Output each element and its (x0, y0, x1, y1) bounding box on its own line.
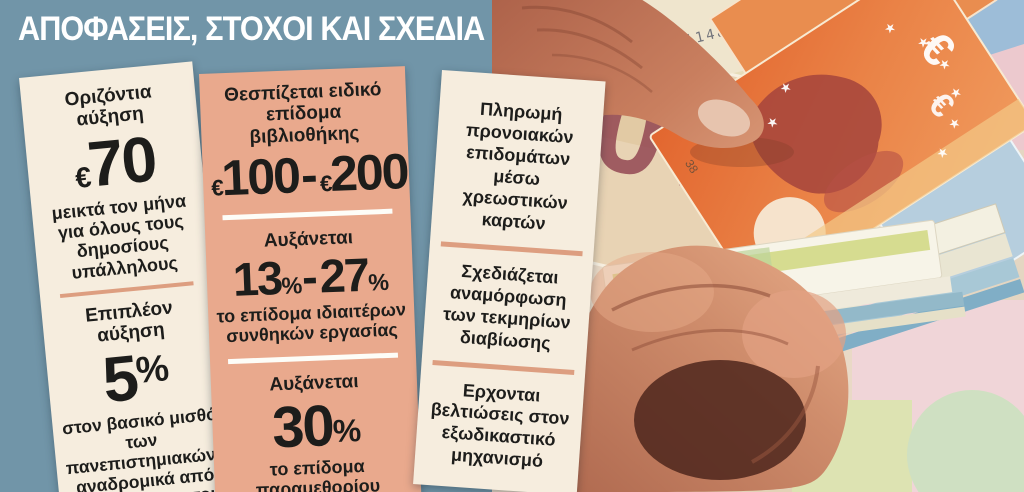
amount-value: 13 (231, 251, 283, 306)
percent-sign: % (332, 411, 360, 449)
counting-hand (566, 245, 849, 492)
description-text: στον βασικό μισθό των πανεπιστημιακών, α… (61, 404, 222, 492)
thumbnail (697, 99, 751, 137)
panel-plans: Πληρωμή προνοιακών επιδομάτων μέσω χρεωσ… (413, 70, 606, 492)
amount-value: 200 (328, 142, 409, 202)
europe-map-motif (749, 74, 882, 194)
plan-text: Πληρωμή προνοιακών επιδομάτων μέσω χρεωσ… (461, 98, 575, 234)
amount-100-200-euro: €100-€200 (210, 143, 409, 206)
range-dash: - (301, 249, 319, 304)
plan-text: Σχεδιάζεται αναμόρφωση των τεκμηρίων δια… (442, 260, 572, 353)
description-text: το επίδομα ιδιαιτέρων συνθηκών εργασίας (216, 299, 407, 347)
amount-value: 30 (270, 393, 334, 461)
euro-banknotes-photo: 10 FA1148783102 € ★★★ ★★★ ★★ € € (492, 0, 1024, 492)
section-divider (222, 208, 393, 220)
amount-value: 27 (318, 247, 369, 303)
percent-sign: % (367, 269, 388, 296)
plan-text: Ερχονται βελτιώσεις στον εξωδικαστικό μη… (430, 379, 571, 472)
amount-13-27-percent: 13%-27% (214, 247, 406, 306)
percent-sign: % (280, 272, 301, 300)
amount-70-euro: €70 (33, 122, 196, 201)
section-divider (59, 281, 194, 298)
thumb-hand (492, 0, 794, 232)
section-divider (432, 359, 575, 375)
section-divider (440, 241, 583, 256)
page-title: ΑΠΟΦΑΣΕΙΣ, ΣΤΟΧΟΙ ΚΑΙ ΣΧΕΔΙΑ (18, 10, 485, 48)
palm-shadow (634, 360, 806, 480)
description-text: το επίδομα παραμεθορίου (255, 455, 381, 492)
panel-allowances: Θεσπίζεται ειδικό επίδομα βιβλιοθήκης €1… (199, 66, 423, 492)
percent-sign: % (133, 345, 169, 391)
amount-value: 70 (84, 122, 159, 201)
range-dash: - (299, 146, 319, 203)
description-text: μεικτά τον μήνα για όλους τους δημοσίους… (50, 190, 187, 283)
section-divider (227, 352, 399, 364)
amount-30-percent: 30% (220, 393, 412, 461)
amount-value: 100 (220, 147, 300, 206)
lead-text: Θεσπίζεται ειδικό επίδομα βιβλιοθήκης (223, 79, 382, 148)
